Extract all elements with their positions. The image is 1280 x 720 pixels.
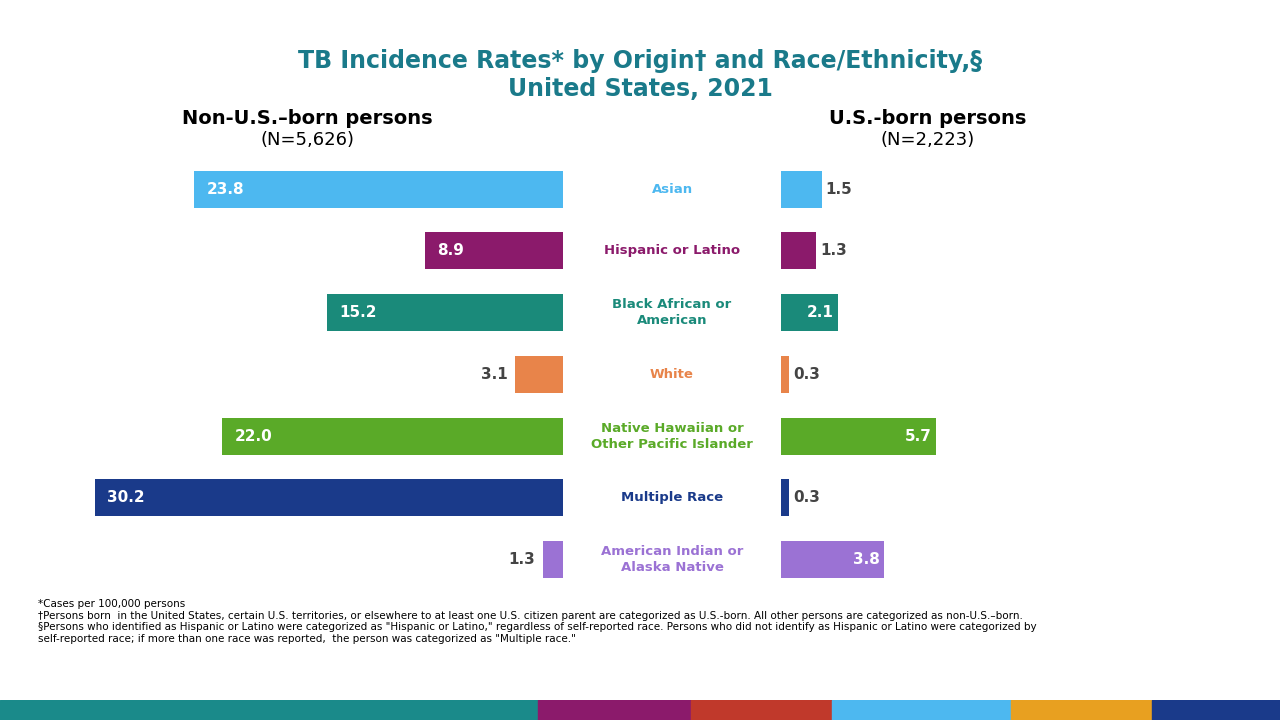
Text: 1.3: 1.3 — [508, 552, 535, 567]
Text: American Indian or
Alaska Native: American Indian or Alaska Native — [600, 545, 744, 574]
Text: 1.3: 1.3 — [820, 243, 847, 258]
Text: 30.2: 30.2 — [108, 490, 145, 505]
Text: 2.1: 2.1 — [806, 305, 833, 320]
Text: §Persons who identified as Hispanic or Latino were categorized as "Hispanic or L: §Persons who identified as Hispanic or L… — [38, 622, 1037, 632]
Text: 22.0: 22.0 — [234, 428, 273, 444]
Text: Multiple Race: Multiple Race — [621, 491, 723, 504]
Bar — [1011, 700, 1152, 720]
Text: Black African or
American: Black African or American — [612, 298, 732, 327]
Text: Hispanic or Latino: Hispanic or Latino — [604, 245, 740, 258]
Text: Asian: Asian — [652, 183, 692, 196]
Text: (N=2,223): (N=2,223) — [881, 130, 975, 148]
Text: 3.8: 3.8 — [854, 552, 881, 567]
Bar — [781, 171, 822, 208]
Bar — [832, 700, 1011, 720]
Bar — [0, 700, 538, 720]
Text: Non-U.S.–born persons: Non-U.S.–born persons — [182, 109, 433, 128]
Text: 1.5: 1.5 — [826, 181, 852, 197]
Bar — [538, 700, 691, 720]
Text: 5.7: 5.7 — [905, 428, 932, 444]
Bar — [781, 541, 884, 578]
Bar — [515, 356, 563, 393]
Bar — [1152, 700, 1280, 720]
Text: U.S.-born persons: U.S.-born persons — [829, 109, 1027, 128]
Text: *Cases per 100,000 persons: *Cases per 100,000 persons — [38, 599, 186, 609]
Text: TB Incidence Rates* by Origin† and Race/Ethnicity,§: TB Incidence Rates* by Origin† and Race/… — [298, 49, 982, 73]
Text: 0.3: 0.3 — [794, 367, 820, 382]
Text: self-reported race; if more than one race was reported,  the person was categori: self-reported race; if more than one rac… — [38, 634, 576, 644]
Text: White: White — [650, 368, 694, 381]
Bar — [781, 233, 817, 269]
Text: United States, 2021: United States, 2021 — [508, 77, 772, 102]
Text: 3.1: 3.1 — [480, 367, 507, 382]
Text: 23.8: 23.8 — [206, 181, 244, 197]
Bar — [691, 700, 832, 720]
Bar — [425, 233, 563, 269]
Bar — [781, 356, 788, 393]
Text: 8.9: 8.9 — [438, 243, 465, 258]
Text: (N=5,626): (N=5,626) — [260, 130, 355, 148]
Bar — [543, 541, 563, 578]
Text: 0.3: 0.3 — [794, 490, 820, 505]
Text: 15.2: 15.2 — [339, 305, 378, 320]
Bar — [781, 418, 936, 454]
Bar — [781, 294, 838, 331]
Bar — [95, 480, 563, 516]
Bar — [195, 171, 563, 208]
Bar — [781, 480, 788, 516]
Text: Native Hawaiian or
Other Pacific Islander: Native Hawaiian or Other Pacific Islande… — [591, 422, 753, 451]
Bar — [221, 418, 563, 454]
Bar — [328, 294, 563, 331]
Text: †Persons born  in the United States, certain U.S. territories, or elsewhere to a: †Persons born in the United States, cert… — [38, 611, 1023, 621]
